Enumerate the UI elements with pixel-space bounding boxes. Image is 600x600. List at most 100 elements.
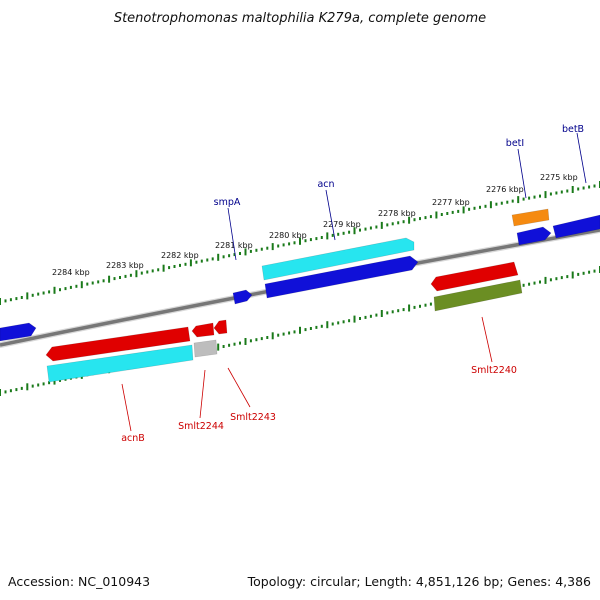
major-tick — [26, 383, 29, 391]
minor-tick — [304, 239, 307, 243]
minor-tick — [320, 236, 323, 239]
gene-label[interactable]: betB — [562, 124, 584, 135]
minor-tick — [31, 384, 34, 388]
gene-arrow-reverse[interactable] — [430, 261, 519, 292]
gene-label[interactable]: betI — [506, 138, 524, 149]
minor-tick — [304, 328, 307, 332]
major-tick — [408, 216, 411, 224]
major-tick — [435, 211, 438, 219]
minor-tick — [179, 263, 181, 267]
gene-label-acn: acn — [317, 179, 336, 241]
minor-tick — [42, 291, 45, 295]
major-tick — [353, 227, 356, 235]
major-tick — [299, 237, 301, 245]
major-tick — [299, 326, 301, 334]
minor-tick — [539, 280, 541, 284]
minor-tick — [419, 304, 421, 308]
minor-tick — [288, 331, 291, 335]
ruler-label: 2284 kbp — [52, 268, 90, 277]
minor-tick — [320, 324, 323, 328]
minor-tick — [157, 268, 160, 272]
gene-arrow-forward[interactable] — [232, 289, 253, 305]
gene-arrow-forward[interactable] — [261, 237, 415, 281]
minor-tick — [331, 233, 334, 237]
ruler-label: 2280 kbp — [269, 231, 307, 240]
gene-label-betB: betB — [562, 124, 587, 184]
gene-label-Smlt2240: Smlt2240 — [471, 316, 517, 376]
gene-arrow-reverse[interactable] — [46, 344, 194, 383]
major-tick — [244, 338, 247, 345]
gene-arrow-reverse[interactable] — [213, 319, 228, 335]
minor-tick — [124, 274, 127, 278]
gene-arrow-reverse[interactable] — [433, 279, 523, 312]
minor-tick — [402, 220, 405, 224]
minor-tick — [495, 202, 498, 206]
minor-tick — [239, 341, 241, 345]
minor-tick — [506, 200, 509, 204]
minor-tick — [577, 272, 580, 276]
minor-tick — [413, 218, 416, 222]
gene-arrow-reverse[interactable] — [45, 326, 191, 362]
gene-label[interactable]: acnB — [121, 433, 145, 444]
minor-tick — [386, 311, 389, 315]
minor-tick — [337, 321, 340, 325]
minor-tick — [479, 205, 481, 209]
minor-tick — [468, 207, 471, 211]
minor-tick — [331, 322, 334, 326]
minor-tick — [255, 338, 258, 342]
ruler-label: 2283 kbp — [106, 261, 144, 270]
minor-tick — [249, 249, 252, 253]
minor-tick — [102, 279, 105, 283]
gene-arrow-forward[interactable] — [0, 322, 37, 342]
minor-tick — [533, 195, 536, 199]
major-tick — [353, 315, 356, 323]
minor-tick — [419, 217, 421, 221]
minor-tick — [173, 265, 176, 268]
gene-arrow-reverse[interactable] — [193, 339, 218, 358]
minor-tick — [239, 252, 241, 255]
ruler-label: 2282 kbp — [161, 251, 199, 260]
minor-tick — [20, 296, 23, 299]
major-tick — [271, 243, 274, 251]
gene-arrow-forward[interactable] — [552, 214, 600, 239]
minor-tick — [86, 282, 89, 286]
minor-tick — [369, 314, 372, 318]
gene-arrow-forward[interactable] — [516, 226, 552, 246]
minor-tick — [402, 308, 405, 312]
minor-tick — [500, 201, 503, 205]
minor-tick — [9, 389, 12, 393]
gene-arrow-forward[interactable] — [511, 208, 550, 227]
minor-tick — [277, 244, 280, 248]
gene-arrow-forward[interactable] — [264, 255, 419, 299]
map-title: Stenotrophomonas maltophilia K279a, comp… — [114, 11, 486, 26]
gene-label[interactable]: acn — [317, 179, 334, 190]
major-tick — [162, 264, 165, 272]
minor-tick — [184, 262, 187, 266]
major-tick — [571, 271, 574, 279]
major-tick — [326, 321, 329, 329]
minor-tick — [59, 288, 61, 292]
gene-label[interactable]: Smlt2243 — [230, 412, 276, 423]
minor-tick — [348, 230, 351, 234]
gene-label[interactable]: Smlt2244 — [178, 421, 224, 432]
minor-tick — [473, 206, 476, 210]
minor-tick — [484, 204, 487, 208]
minor-tick — [528, 196, 531, 200]
minor-tick — [48, 290, 51, 294]
minor-tick — [195, 260, 198, 264]
minor-tick — [397, 309, 400, 313]
major-tick — [53, 286, 56, 294]
gene-label[interactable]: Smlt2240 — [471, 365, 517, 376]
minor-tick — [233, 253, 236, 257]
ruler-label: 2278 kbp — [378, 209, 416, 218]
minor-tick — [555, 191, 558, 195]
minor-tick — [375, 313, 378, 317]
minor-tick — [446, 212, 449, 215]
gene-features — [0, 208, 600, 383]
gene-arrow-reverse[interactable] — [191, 322, 215, 338]
minor-tick — [15, 388, 18, 392]
gene-label[interactable]: smpA — [214, 197, 241, 208]
major-tick — [571, 186, 574, 193]
minor-tick — [566, 275, 569, 279]
